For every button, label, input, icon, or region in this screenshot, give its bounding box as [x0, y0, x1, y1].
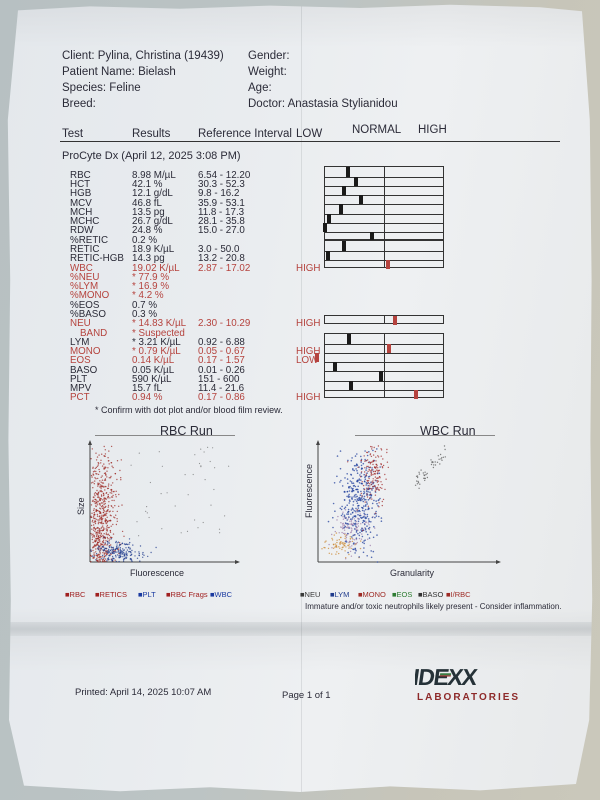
- svg-text:IDEXX: IDEXX: [415, 664, 480, 690]
